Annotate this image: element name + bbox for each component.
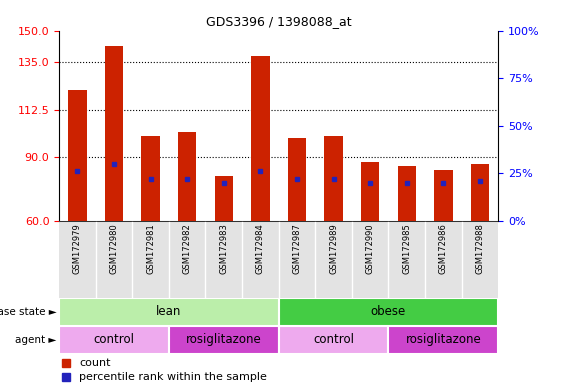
Title: GDS3396 / 1398088_at: GDS3396 / 1398088_at: [206, 15, 351, 28]
Bar: [141, 136, 160, 221]
Bar: [205, 221, 242, 298]
Text: control: control: [93, 333, 135, 346]
Bar: [324, 136, 343, 221]
Bar: [96, 221, 132, 298]
Bar: [59, 326, 169, 354]
Text: GSM172985: GSM172985: [403, 223, 411, 274]
Text: GSM172981: GSM172981: [146, 223, 155, 274]
Bar: [434, 170, 453, 221]
Bar: [471, 164, 489, 221]
Text: GSM172989: GSM172989: [329, 223, 338, 274]
Text: GSM172982: GSM172982: [183, 223, 191, 274]
Text: GSM172986: GSM172986: [439, 223, 448, 274]
Bar: [59, 221, 96, 298]
Text: obese: obese: [371, 305, 406, 318]
Text: rosiglitazone: rosiglitazone: [405, 333, 481, 346]
Bar: [361, 162, 379, 221]
Bar: [315, 221, 352, 298]
Text: rosiglitazone: rosiglitazone: [186, 333, 262, 346]
Bar: [288, 139, 306, 221]
Bar: [279, 326, 388, 354]
Bar: [169, 221, 205, 298]
Bar: [59, 298, 279, 326]
Bar: [105, 46, 123, 221]
Bar: [68, 90, 87, 221]
Bar: [279, 298, 498, 326]
Text: percentile rank within the sample: percentile rank within the sample: [79, 372, 267, 382]
Text: GSM172987: GSM172987: [293, 223, 301, 274]
Bar: [425, 221, 462, 298]
Bar: [178, 132, 196, 221]
Bar: [132, 221, 169, 298]
Bar: [169, 326, 279, 354]
Text: GSM172979: GSM172979: [73, 223, 82, 274]
Text: GSM172984: GSM172984: [256, 223, 265, 274]
Text: lean: lean: [156, 305, 182, 318]
Bar: [388, 326, 498, 354]
Text: control: control: [313, 333, 354, 346]
Bar: [397, 166, 416, 221]
Text: disease state ►: disease state ►: [0, 306, 56, 317]
Bar: [352, 221, 388, 298]
Bar: [215, 177, 233, 221]
Bar: [279, 221, 315, 298]
Bar: [462, 221, 498, 298]
Text: agent ►: agent ►: [15, 334, 56, 345]
Bar: [251, 56, 270, 221]
Text: GSM172980: GSM172980: [110, 223, 118, 274]
Text: GSM172983: GSM172983: [220, 223, 228, 274]
Bar: [388, 221, 425, 298]
Text: count: count: [79, 358, 110, 368]
Text: GSM172990: GSM172990: [366, 223, 374, 274]
Text: GSM172988: GSM172988: [476, 223, 484, 274]
Bar: [242, 221, 279, 298]
